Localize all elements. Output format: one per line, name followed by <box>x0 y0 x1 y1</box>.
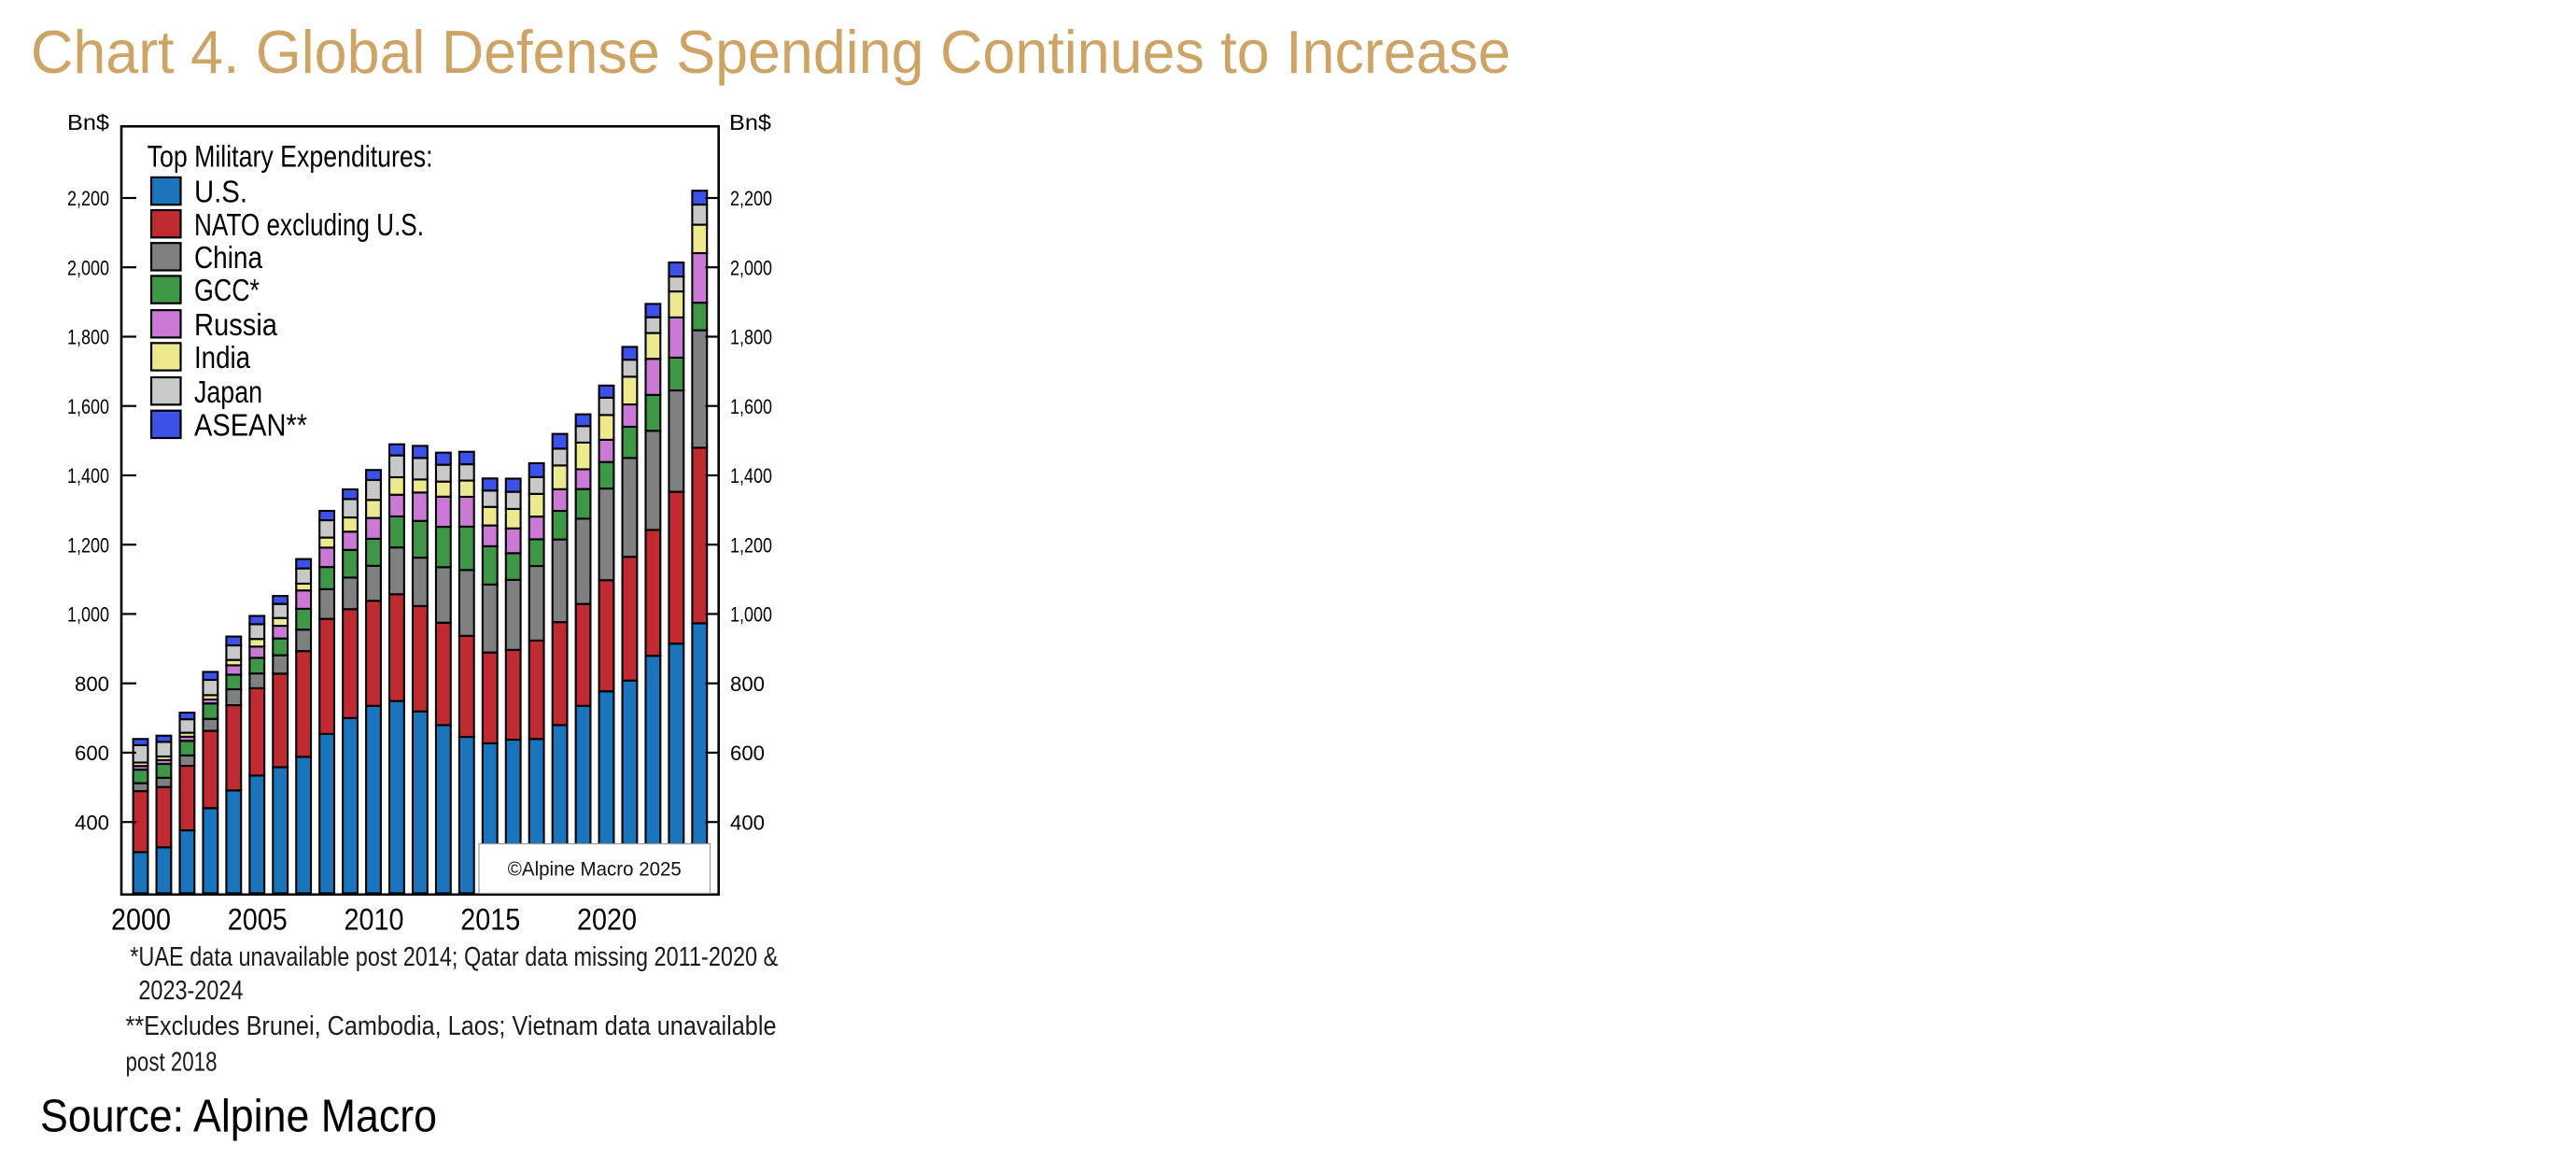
svg-text:2020: 2020 <box>577 903 637 937</box>
svg-text:India: India <box>194 340 251 375</box>
svg-text:1,200: 1,200 <box>730 533 772 557</box>
svg-text:Bn$: Bn$ <box>67 110 109 134</box>
svg-text:1,200: 1,200 <box>67 533 109 557</box>
svg-text:1,000: 1,000 <box>730 603 772 627</box>
svg-text:Source: Alpine Macro: Source: Alpine Macro <box>40 1092 437 1142</box>
svg-text:2000: 2000 <box>111 903 171 937</box>
svg-text:800: 800 <box>730 672 765 696</box>
svg-text:U.S.: U.S. <box>194 175 247 209</box>
svg-text:Russia: Russia <box>194 307 278 342</box>
svg-text:©Alpine Macro 2025: ©Alpine Macro 2025 <box>508 859 682 881</box>
svg-text:Top Military Expenditures:: Top Military Expenditures: <box>148 140 433 174</box>
svg-text:*UAE data unavailable post 201: *UAE data unavailable post 2014; Qatar d… <box>130 942 778 972</box>
svg-text:800: 800 <box>75 672 109 696</box>
svg-text:400: 400 <box>730 811 765 834</box>
svg-text:2,000: 2,000 <box>67 256 109 279</box>
svg-text:600: 600 <box>730 742 765 765</box>
svg-text:1,000: 1,000 <box>67 603 109 627</box>
svg-text:China: China <box>194 240 263 275</box>
svg-text:GCC*: GCC* <box>194 273 260 307</box>
svg-text:2,000: 2,000 <box>730 256 772 279</box>
svg-text:1,400: 1,400 <box>730 464 772 488</box>
svg-text:post 2018: post 2018 <box>126 1048 218 1078</box>
svg-text:2,200: 2,200 <box>67 187 109 210</box>
svg-text:Bn$: Bn$ <box>729 110 771 134</box>
svg-text:2023-2024: 2023-2024 <box>138 976 243 1006</box>
svg-text:2,200: 2,200 <box>730 187 772 210</box>
svg-text:**Excludes Brunei, Cambodia, L: **Excludes Brunei, Cambodia, Laos; Vietn… <box>126 1011 777 1041</box>
svg-text:1,600: 1,600 <box>67 395 109 418</box>
svg-text:1,400: 1,400 <box>67 464 109 488</box>
svg-text:NATO excluding U.S.: NATO excluding U.S. <box>194 207 424 242</box>
svg-text:400: 400 <box>75 811 109 834</box>
svg-text:1,600: 1,600 <box>730 395 772 418</box>
svg-text:1,800: 1,800 <box>730 326 772 349</box>
svg-text:1,800: 1,800 <box>67 326 109 349</box>
svg-text:600: 600 <box>75 742 109 765</box>
svg-text:ASEAN**: ASEAN** <box>194 408 307 443</box>
svg-text:2005: 2005 <box>228 903 288 937</box>
svg-text:Japan: Japan <box>194 375 262 409</box>
svg-text:Chart 4. Global Defense Spendi: Chart 4. Global Defense Spending Continu… <box>31 18 1511 86</box>
svg-text:2015: 2015 <box>460 903 520 937</box>
svg-text:2010: 2010 <box>345 903 404 937</box>
